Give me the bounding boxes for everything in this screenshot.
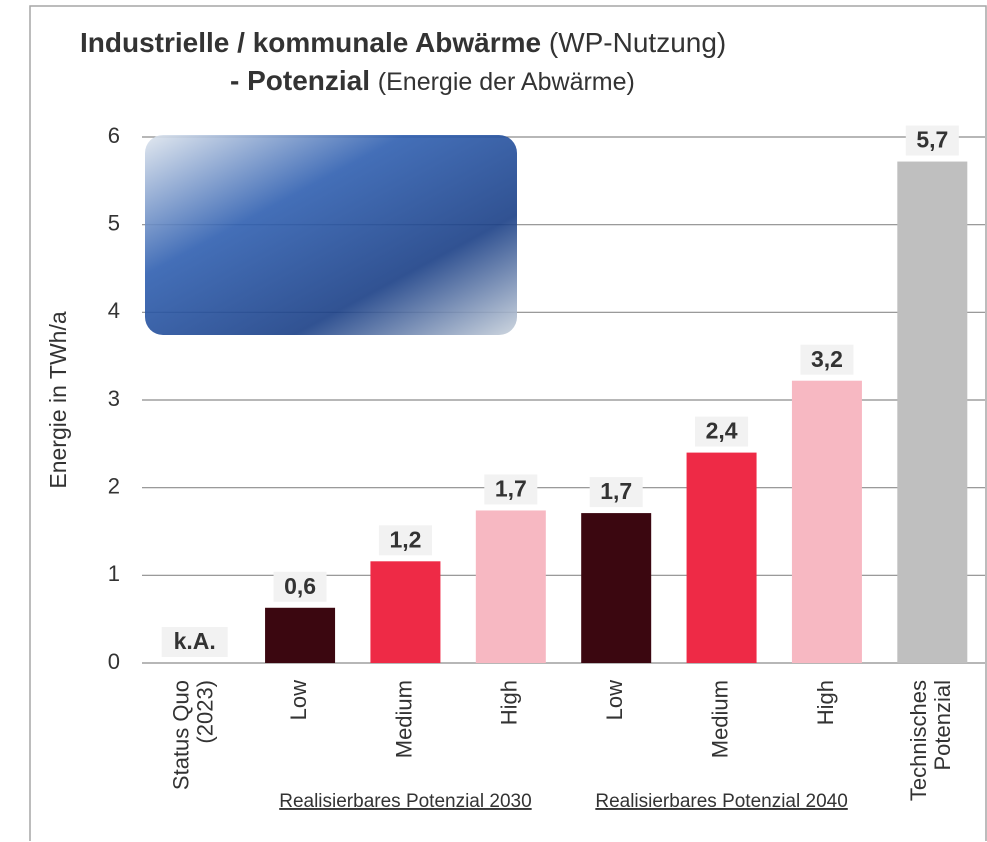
frame bbox=[29, 5, 987, 841]
value-label: 3,2 bbox=[811, 346, 843, 372]
bar bbox=[791, 380, 862, 663]
y-tick-label: 5 bbox=[108, 210, 120, 235]
group-label: Realisierbares Potenzial 2030 bbox=[279, 791, 531, 812]
value-label-bg bbox=[161, 627, 228, 657]
x-tick-label: Technisches bbox=[906, 680, 931, 801]
y-tick-label: 6 bbox=[108, 123, 120, 148]
x-tick-label: Status Quo bbox=[169, 680, 194, 790]
value-label-bg bbox=[905, 125, 959, 156]
bar bbox=[897, 161, 968, 663]
bar bbox=[475, 510, 546, 663]
value-label: 1,7 bbox=[600, 478, 632, 504]
value-label: 0,6 bbox=[284, 573, 316, 599]
bar bbox=[370, 561, 441, 663]
value-label-bg bbox=[273, 571, 327, 602]
chart-title: Industrielle / kommunale Abwärme (WP-Nut… bbox=[80, 27, 726, 58]
value-label-bg bbox=[800, 344, 854, 375]
x-tick-label: (2023) bbox=[193, 680, 218, 744]
value-label: 5,7 bbox=[916, 127, 948, 153]
value-label: 2,4 bbox=[706, 418, 738, 444]
y-tick-label: 1 bbox=[108, 561, 120, 586]
y-axis-label: Energie in TWh/a bbox=[45, 311, 71, 488]
value-label: k.A. bbox=[174, 628, 216, 654]
group-label: Realisierbares Potenzial 2040 bbox=[595, 791, 847, 812]
value-label: 1,7 bbox=[495, 476, 527, 502]
value-label-bg bbox=[589, 477, 643, 508]
x-tick-label: Low bbox=[286, 680, 311, 720]
y-tick-label: 4 bbox=[108, 298, 120, 323]
value-label-bg bbox=[484, 474, 538, 505]
y-tick-label: 2 bbox=[108, 473, 120, 498]
value-label-bg bbox=[695, 416, 749, 447]
plot: 0 1 2 3 4 5 6 Status Quo (2023) k.A. Low 0,6 Medium 1… bbox=[108, 123, 985, 812]
x-tick-label: Potenzial bbox=[930, 680, 955, 771]
photo bbox=[145, 135, 517, 335]
value-label: 1,2 bbox=[389, 526, 421, 552]
chart-subtitle: - Potenzial (Energie der Abwärme) bbox=[230, 65, 635, 96]
y-tick-label: 3 bbox=[108, 386, 120, 411]
bar bbox=[581, 513, 652, 663]
x-tick-label: High bbox=[813, 680, 838, 725]
bar bbox=[265, 607, 336, 663]
value-label-bg bbox=[378, 525, 432, 556]
x-tick-label: Medium bbox=[391, 680, 416, 758]
x-tick-label: Medium bbox=[707, 680, 732, 758]
x-tick-label: Low bbox=[602, 680, 627, 720]
x-tick-label: High bbox=[497, 680, 522, 725]
bar bbox=[686, 452, 757, 663]
y-tick-label: 0 bbox=[108, 649, 120, 674]
